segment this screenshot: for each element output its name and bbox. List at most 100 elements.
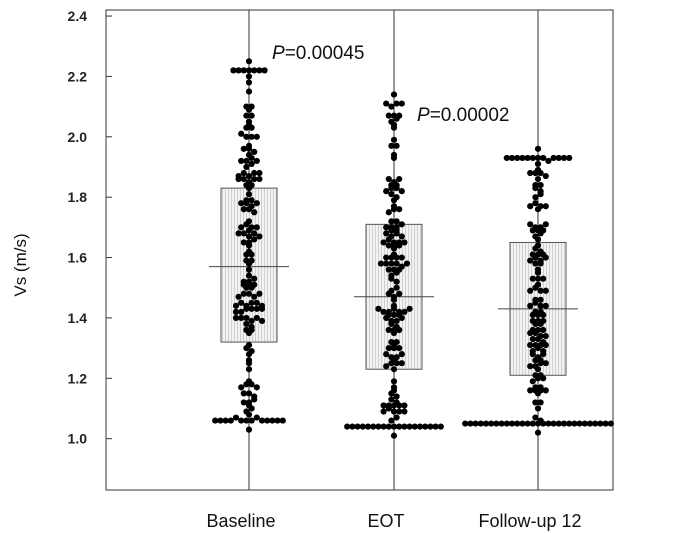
data-point [248, 154, 255, 162]
data-point [586, 420, 594, 427]
data-point [393, 393, 400, 400]
p-value-annotation: P=0.00045 [272, 43, 364, 64]
data-point [253, 414, 260, 421]
data-point [354, 423, 361, 430]
data-point [401, 402, 408, 409]
y-tick-label: 1.4 [68, 310, 88, 326]
data-point [377, 260, 385, 267]
data-point [527, 302, 534, 309]
data-point [243, 251, 250, 258]
data-point [243, 221, 250, 228]
data-point [514, 420, 521, 427]
data-point [383, 230, 390, 237]
y-tick-label: 1.2 [68, 370, 88, 386]
data-point [477, 420, 484, 427]
y-tick-label: 1.0 [68, 431, 88, 447]
data-point [532, 260, 539, 267]
data-point [401, 423, 408, 430]
data-point [503, 154, 510, 162]
data-point [245, 106, 253, 113]
data-point [396, 423, 403, 430]
data-point [245, 172, 253, 180]
data-point [238, 224, 245, 231]
data-point [542, 172, 549, 180]
data-point [532, 329, 539, 337]
data-point [396, 175, 403, 183]
data-point [534, 366, 542, 373]
data-point [222, 417, 229, 424]
data-point [416, 423, 424, 430]
data-point [238, 417, 245, 424]
data-point [240, 206, 247, 213]
data-point [390, 432, 398, 439]
y-axis-title: Vs (m/s) [11, 233, 30, 296]
data-point [385, 175, 392, 183]
data-point [243, 124, 250, 131]
data-point [537, 169, 544, 177]
data-point [390, 154, 398, 162]
data-point [388, 260, 395, 267]
data-point [393, 269, 400, 276]
data-point [258, 417, 266, 424]
data-point [383, 188, 390, 195]
data-point [534, 335, 542, 343]
data-point [248, 305, 255, 312]
data-point [498, 420, 505, 427]
data-point [269, 417, 276, 424]
data-point [251, 275, 258, 282]
data-point [380, 408, 387, 415]
data-point [251, 169, 258, 177]
data-point [258, 317, 266, 325]
data-point [385, 290, 392, 297]
data-point [508, 420, 516, 427]
data-point [388, 254, 395, 261]
data-point [245, 67, 253, 74]
data-point [245, 88, 253, 95]
data-point [393, 284, 400, 291]
data-point [393, 278, 400, 285]
data-point [602, 420, 609, 427]
data-point [482, 420, 490, 427]
data-point [383, 100, 390, 107]
data-point [245, 329, 253, 337]
data-point [243, 112, 250, 119]
data-point [393, 142, 400, 149]
data-point [534, 311, 542, 319]
data-point [534, 390, 542, 397]
data-point [251, 230, 258, 237]
data-point [248, 417, 255, 424]
data-point [383, 254, 390, 261]
data-point [540, 311, 547, 319]
data-point [524, 420, 531, 427]
y-tick-label: 2.4 [68, 8, 88, 24]
data-point [364, 423, 372, 430]
data-point [243, 381, 250, 388]
data-point [251, 293, 258, 300]
data-point [383, 314, 390, 322]
data-point [240, 67, 247, 74]
data-point [248, 405, 255, 412]
data-point [243, 345, 250, 352]
data-point [258, 305, 266, 312]
data-point [245, 366, 253, 373]
data-point [230, 67, 237, 74]
data-point [534, 145, 542, 152]
data-point [243, 305, 250, 312]
data-point [542, 332, 549, 340]
data-point [398, 360, 405, 367]
data-point [390, 423, 398, 430]
data-point [532, 357, 539, 364]
data-point [527, 329, 534, 337]
data-point [534, 405, 542, 412]
p-value-annotation: P=0.00002 [417, 105, 509, 126]
data-point [390, 197, 398, 204]
data-point [537, 320, 544, 328]
data-point [245, 411, 253, 418]
data-point [245, 191, 253, 198]
data-point [388, 142, 395, 149]
data-point [393, 230, 400, 237]
data-point [245, 351, 253, 358]
data-point [529, 420, 536, 427]
data-point [560, 154, 568, 162]
data-point [375, 305, 382, 312]
